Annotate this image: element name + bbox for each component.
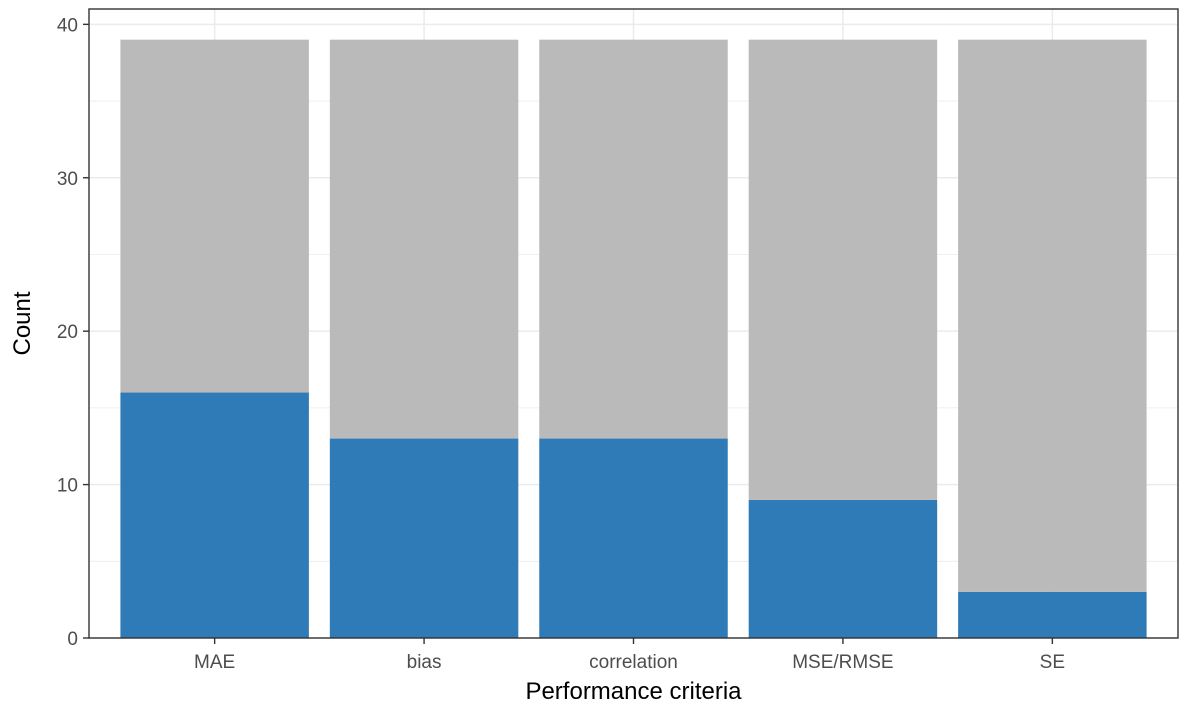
bar-segment-bias-blue xyxy=(329,438,519,638)
x-axis: MAE bias correlation MSE/RMSE SE xyxy=(194,638,1065,673)
y-tick-label: 20 xyxy=(57,322,78,343)
x-tick-label: MAE xyxy=(194,652,235,673)
bar-segment-bias-grey xyxy=(329,39,519,439)
bar-segment-mse-rmse-blue xyxy=(748,499,938,638)
x-axis-title: Performance criteria xyxy=(525,678,742,705)
y-axis: 0 10 20 30 40 xyxy=(57,15,89,650)
bar-segment-correlation-blue xyxy=(539,438,728,638)
bar-segment-correlation-grey xyxy=(539,39,728,439)
y-tick-label: 0 xyxy=(67,629,78,650)
x-tick-label: MSE/RMSE xyxy=(792,652,893,673)
y-tick-label: 40 xyxy=(57,15,78,36)
x-tick-label: bias xyxy=(407,652,442,673)
y-tick-label: 10 xyxy=(57,476,78,497)
bar-segment-mse-rmse-grey xyxy=(748,39,938,500)
y-tick-label: 30 xyxy=(57,169,78,190)
y-axis-title: Count xyxy=(9,291,36,355)
x-tick-label: SE xyxy=(1040,652,1065,673)
bar-segment-se-blue xyxy=(958,591,1147,638)
bar-segment-se-grey xyxy=(958,39,1147,592)
x-tick-label: correlation xyxy=(589,652,678,673)
bars-layer xyxy=(120,39,1147,638)
bar-segment-mae-blue xyxy=(120,392,309,638)
bar-segment-mae-grey xyxy=(120,39,309,393)
